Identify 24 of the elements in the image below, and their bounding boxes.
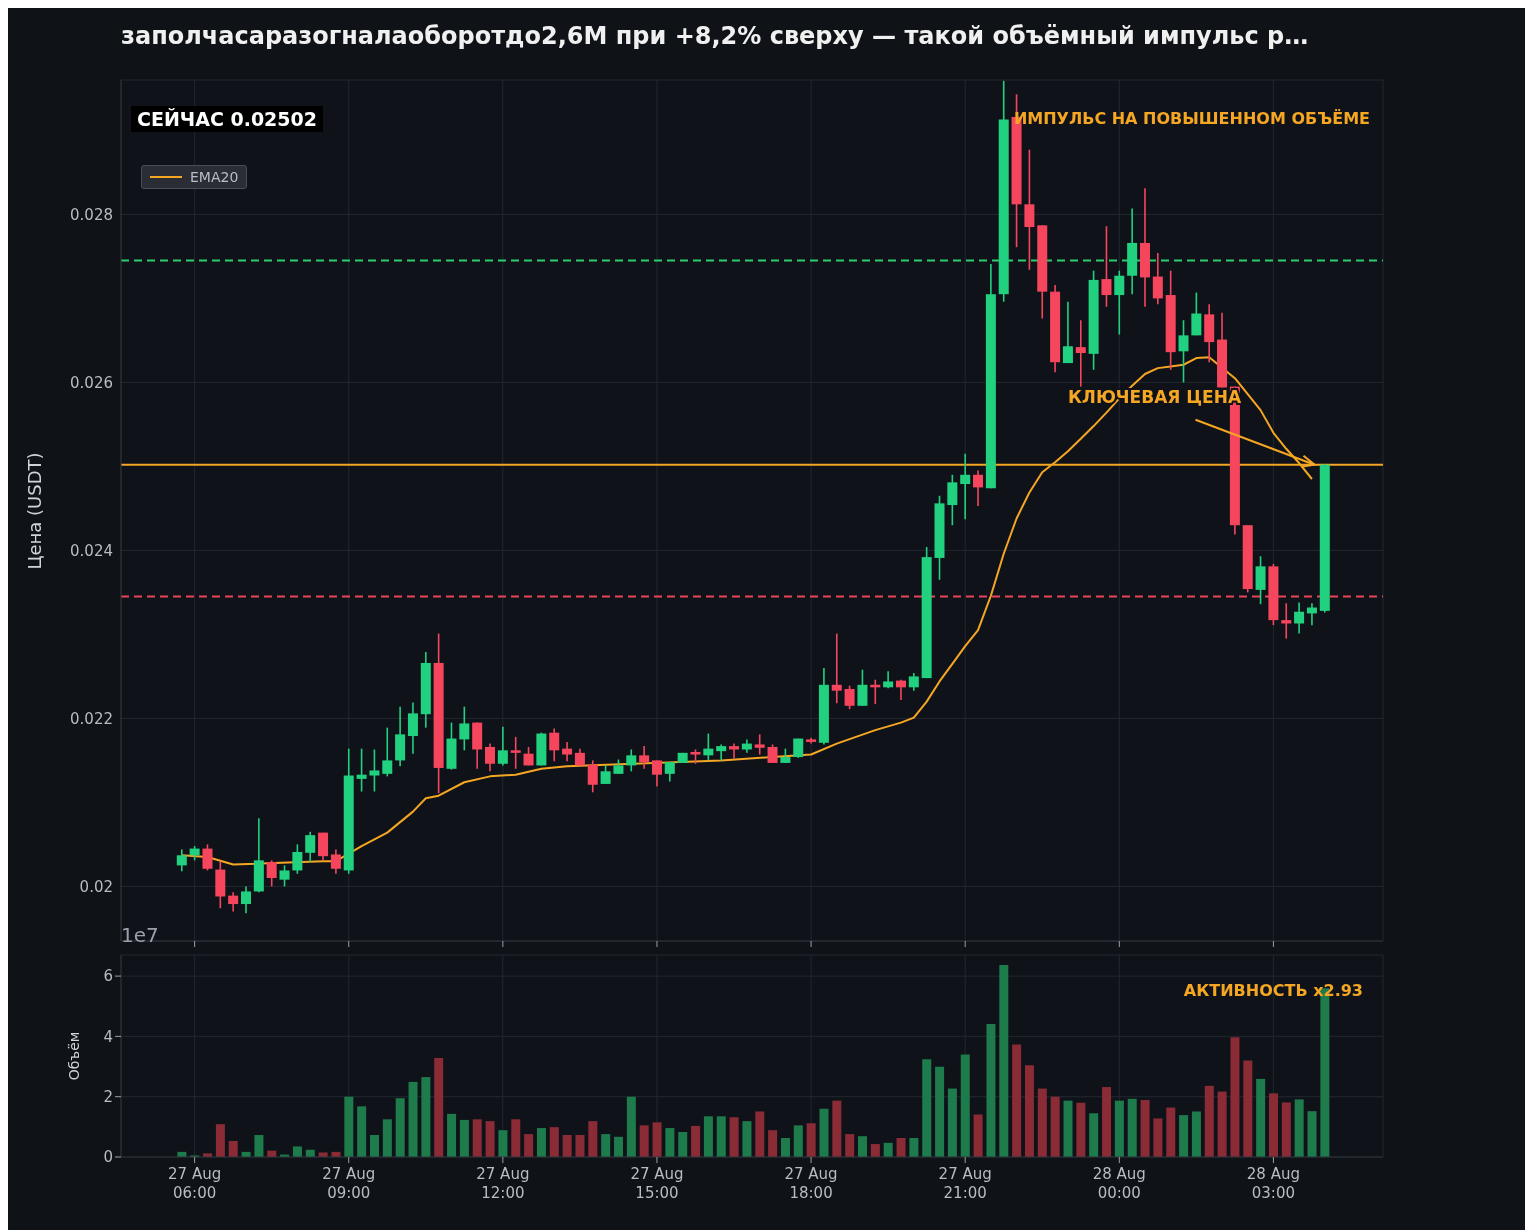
y-tick-label: 0.02 <box>79 877 113 896</box>
x-tick-label: 27 Aug 21:00 <box>938 1165 992 1202</box>
y-tick-label: 0.026 <box>70 373 113 392</box>
chart-title: заполчасаразогналаоборотдо2,6M при +8,2% сверху — такой объёмный импульс р… <box>121 22 1309 50</box>
y-tick-label: 6 <box>103 967 113 986</box>
y-tick-label: 4 <box>103 1027 113 1046</box>
x-tick-label: 27 Aug 18:00 <box>784 1165 838 1202</box>
x-tick-label: 28 Aug 03:00 <box>1246 1165 1300 1202</box>
x-tick-label: 28 Aug 00:00 <box>1092 1165 1146 1202</box>
x-tick-label: 27 Aug 09:00 <box>322 1165 376 1202</box>
y-tick-label: 0.028 <box>70 205 113 224</box>
annotation: АКТИВНОСТЬ x2.93 <box>1183 981 1363 1000</box>
legend-label: EMA20 <box>190 169 239 185</box>
y-axis-title: Цена (USDT) <box>23 451 45 570</box>
y-tick-label: 0 <box>103 1148 113 1167</box>
x-tick-label: 27 Aug 12:00 <box>476 1165 530 1202</box>
y-tick-label: 0.024 <box>70 541 113 560</box>
x-tick-label: 27 Aug 15:00 <box>630 1165 684 1202</box>
y-tick-label: 0.022 <box>70 709 113 728</box>
annotation: 1e7 <box>121 923 159 947</box>
y-tick-label: 2 <box>103 1088 113 1107</box>
x-tick-label: 27 Aug 06:00 <box>168 1165 222 1202</box>
y-axis-title: Объём <box>66 1031 82 1081</box>
annotation: СЕЙЧАС 0.02502 <box>131 106 323 132</box>
